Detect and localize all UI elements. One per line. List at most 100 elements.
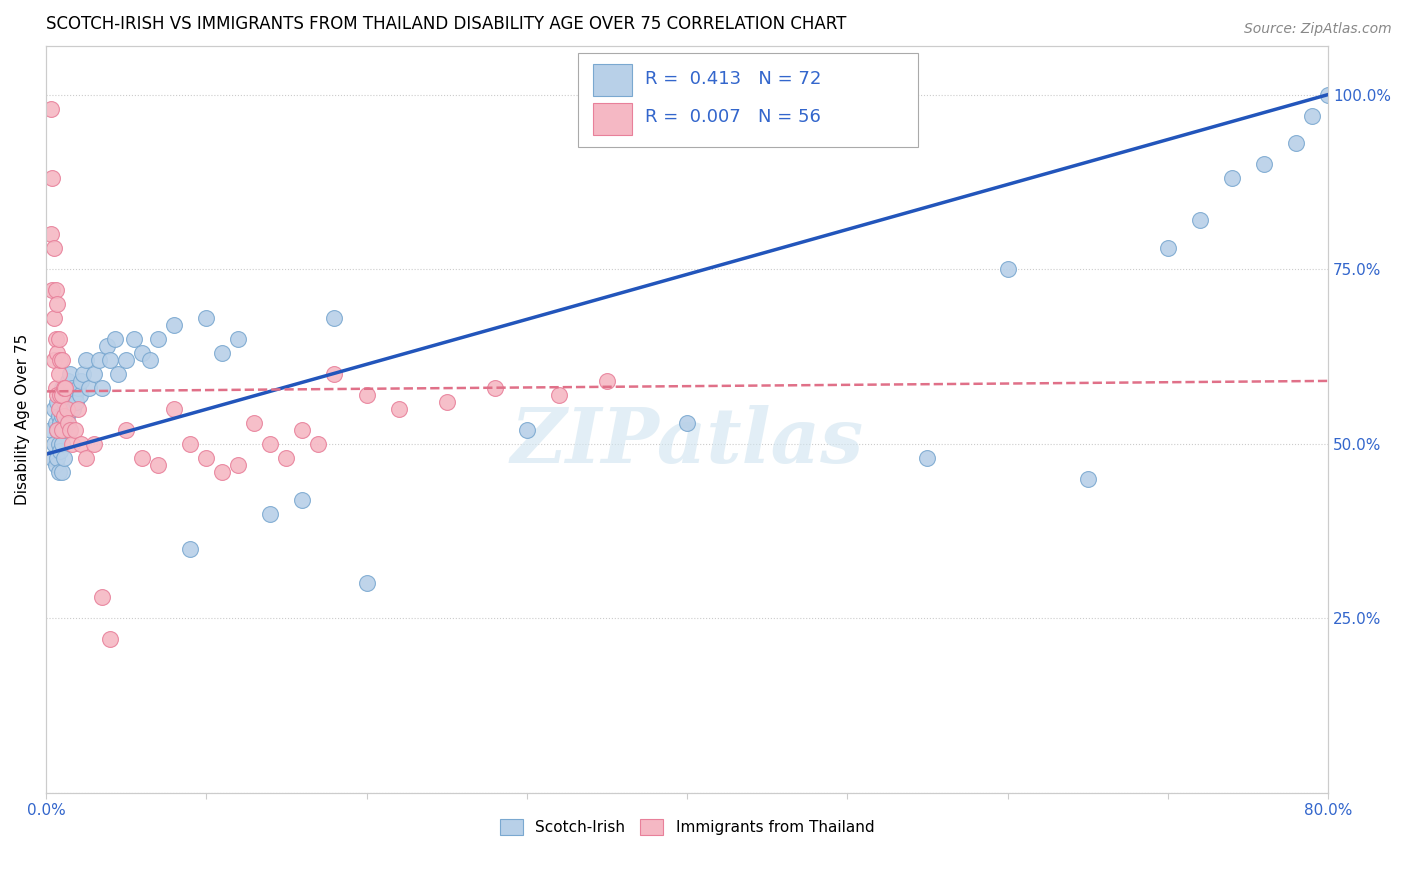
Point [51,423,73,437]
Point [53,388,76,402]
Point [52,395,75,409]
Point [96,339,118,353]
Point [48,367,70,381]
Point [49,388,72,402]
Point [139,353,162,368]
Text: ZIPatlas: ZIPatlas [510,405,863,479]
Point [66,401,89,416]
Legend: Scotch-Irish, Immigrants from Thailand: Scotch-Irish, Immigrants from Thailand [494,814,880,841]
Text: R =  0.007   N = 56: R = 0.007 N = 56 [645,109,821,127]
Point [42,241,65,255]
Point [63,423,86,437]
Point [195,311,218,326]
Point [356,576,378,591]
Point [276,450,298,465]
Point [58,374,80,388]
Point [115,353,138,368]
Point [75,450,97,465]
Point [60,381,83,395]
Point [98,632,121,647]
Point [59,367,82,381]
Point [42,401,65,416]
Point [58,416,80,430]
Point [98,353,121,368]
Point [107,367,129,381]
Point [52,409,75,423]
Point [676,416,699,430]
Point [917,450,939,465]
Point [45,332,67,346]
Point [41,283,63,297]
Point [49,443,72,458]
Point [70,437,93,451]
Point [1077,472,1099,486]
Point [46,297,69,311]
Point [516,423,538,437]
Point [83,367,105,381]
Point [87,353,110,368]
Point [59,401,82,416]
Text: SCOTCH-IRISH VS IMMIGRANTS FROM THAILAND DISABILITY AGE OVER 75 CORRELATION CHAR: SCOTCH-IRISH VS IMMIGRANTS FROM THAILAND… [46,15,846,33]
Point [211,346,233,360]
Point [163,401,186,416]
Text: Source: ZipAtlas.com: Source: ZipAtlas.com [1244,22,1392,37]
Point [356,388,378,402]
Point [51,437,73,451]
Point [49,388,72,402]
Point [46,395,69,409]
Point [69,388,91,402]
Point [39,227,62,242]
Point [195,450,218,465]
FancyBboxPatch shape [593,64,631,95]
Point [39,423,62,437]
Point [46,388,69,402]
Point [179,437,201,451]
Point [1220,171,1243,186]
Point [75,353,97,368]
Point [436,395,458,409]
Point [45,416,67,430]
Point [46,423,69,437]
Point [42,353,65,368]
Point [51,465,73,479]
Point [49,416,72,430]
Point [56,381,79,395]
Point [1188,213,1211,227]
Point [163,318,186,332]
Point [56,409,79,423]
Point [91,381,114,395]
Point [83,437,105,451]
Point [323,311,346,326]
Point [62,401,84,416]
Point [42,311,65,326]
Point [1317,87,1340,102]
Point [52,450,75,465]
Point [65,395,87,409]
Point [122,332,145,346]
Point [51,353,73,368]
Point [291,423,314,437]
Point [146,332,169,346]
Point [53,381,76,395]
Point [66,381,89,395]
Point [77,381,100,395]
Point [131,346,153,360]
Point [547,388,569,402]
Point [51,381,73,395]
Point [53,416,76,430]
Point [48,409,70,423]
Point [48,465,70,479]
Point [259,437,281,451]
Point [131,450,153,465]
Point [179,541,201,556]
Point [72,367,94,381]
Point [45,381,67,395]
FancyBboxPatch shape [593,103,631,135]
Point [291,492,314,507]
Point [46,423,69,437]
FancyBboxPatch shape [578,54,918,146]
Point [387,401,409,416]
Point [259,507,281,521]
Point [1285,136,1308,151]
Point [41,171,63,186]
